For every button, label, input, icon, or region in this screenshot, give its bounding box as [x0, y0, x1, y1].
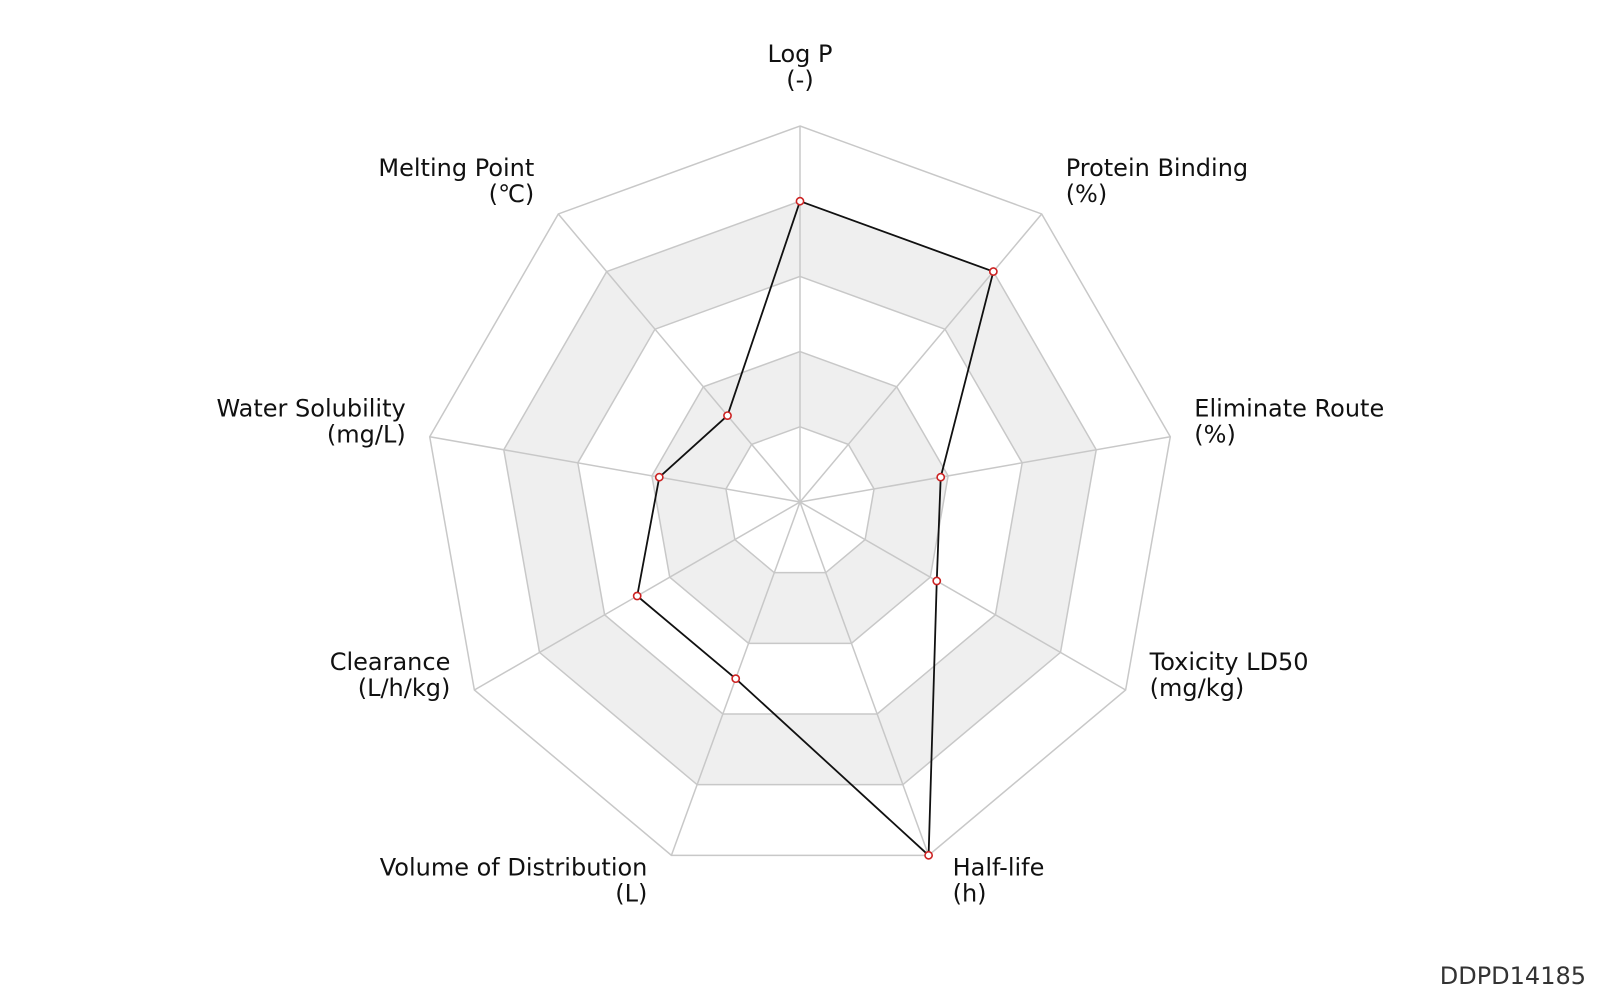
radar-spoke-9 [557, 213, 801, 503]
axis-name: Toxicity LD50 [1149, 648, 1309, 676]
radar-spokes [429, 126, 1171, 856]
axis-label-7: Clearance(L/h/kg) [330, 648, 451, 702]
axis-label-3: Eliminate Route(%) [1194, 395, 1384, 449]
axis-unit: (mg/kg) [1150, 674, 1245, 702]
axis-unit: (-) [786, 66, 813, 94]
data-point-8 [654, 472, 664, 482]
radar-spoke-4 [799, 501, 1127, 691]
data-point-7 [632, 591, 642, 601]
axis-label-9: Melting Point(℃) [378, 154, 534, 208]
compound-id: DDPD14185 [1439, 962, 1586, 990]
axis-unit: (mg/L) [327, 421, 406, 449]
axis-name: Half-life [953, 853, 1045, 881]
axis-unit: (℃) [489, 180, 535, 208]
axis-labels: Log P(-)Protein Binding(%)Eliminate Rout… [216, 40, 1384, 907]
data-point-5 [924, 850, 933, 860]
radar-series [632, 196, 998, 860]
data-point-3 [936, 472, 946, 482]
data-point-2 [988, 267, 998, 276]
axis-unit: (%) [1194, 421, 1236, 449]
data-point-6 [731, 674, 741, 684]
axis-label-1: Log P(-) [768, 40, 833, 94]
axis-unit: (L) [615, 879, 647, 907]
axis-unit: (h) [953, 879, 987, 907]
axis-name: Volume of Distribution [380, 853, 648, 881]
axis-name: Protein Binding [1066, 154, 1248, 182]
axis-unit: (L/h/kg) [358, 674, 451, 702]
axis-label-5: Half-life(h) [953, 853, 1045, 907]
axis-unit: (%) [1066, 180, 1108, 208]
axis-name: Eliminate Route [1194, 395, 1384, 423]
data-point-4 [932, 576, 942, 586]
radar-grid [428, 125, 1172, 857]
axis-label-6: Volume of Distribution(L) [380, 853, 648, 907]
radar-spoke-8 [429, 435, 801, 503]
axis-name: Clearance [330, 648, 451, 676]
axis-name: Log P [768, 40, 833, 68]
axis-name: Water Solubility [216, 395, 405, 423]
data-point-1 [795, 196, 805, 206]
axis-name: Melting Point [378, 154, 534, 182]
radar-spoke-5 [799, 501, 930, 856]
radar-ring-3 [577, 275, 1023, 715]
radar-spoke-3 [799, 435, 1171, 503]
radar-ring-5 [428, 125, 1172, 857]
data-point-9 [723, 411, 732, 420]
axis-label-4: Toxicity LD50(mg/kg) [1149, 648, 1309, 702]
axis-label-8: Water Solubility(mg/L) [216, 395, 405, 449]
radar-spoke-2 [799, 213, 1043, 503]
radar-ring-2 [651, 350, 949, 645]
radar-ring-1 [725, 426, 875, 574]
radar-ring-4 [502, 200, 1098, 786]
series-line [636, 200, 995, 858]
axis-label-2: Protein Binding(%) [1066, 154, 1248, 208]
